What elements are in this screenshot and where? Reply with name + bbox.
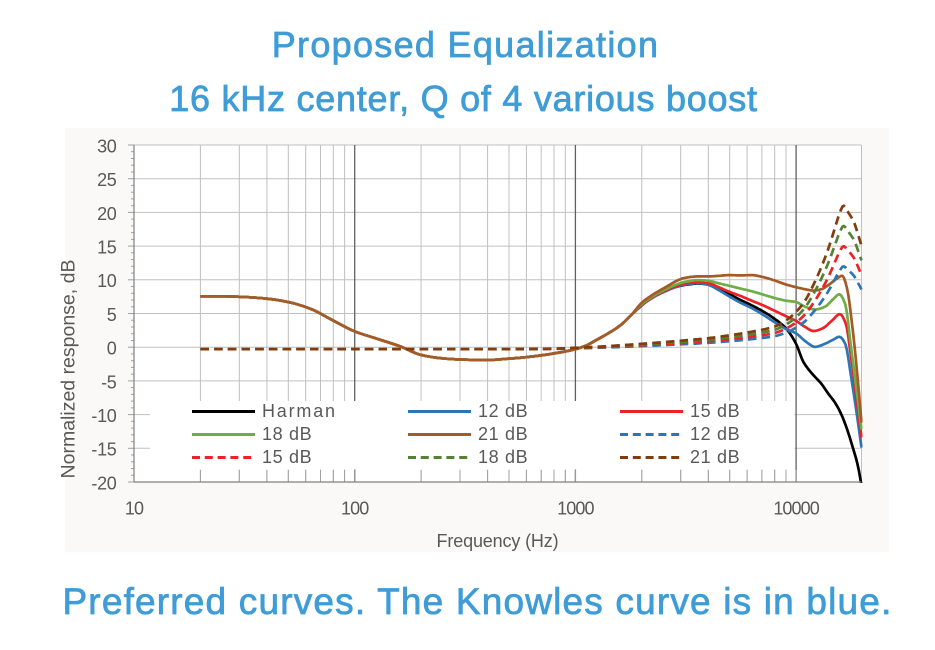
svg-text:0: 0 <box>107 339 117 359</box>
svg-text:15 dB: 15 dB <box>262 447 312 467</box>
svg-text:Normalized response, dB: Normalized response, dB <box>58 260 80 479</box>
svg-text:100: 100 <box>341 499 369 519</box>
svg-text:18 dB: 18 dB <box>478 447 528 467</box>
svg-text:30: 30 <box>97 136 117 156</box>
svg-text:1000: 1000 <box>557 499 594 519</box>
svg-text:21 dB: 21 dB <box>690 447 740 467</box>
svg-text:15 dB: 15 dB <box>690 401 740 421</box>
svg-text:Frequency (Hz): Frequency (Hz) <box>437 531 559 551</box>
svg-text:12 dB: 12 dB <box>690 424 740 444</box>
svg-text:5: 5 <box>107 305 117 325</box>
svg-text:-15: -15 <box>91 440 116 460</box>
svg-text:10: 10 <box>97 271 117 291</box>
svg-text:12 dB: 12 dB <box>478 401 528 421</box>
svg-text:-20: -20 <box>91 473 116 493</box>
svg-text:10000: 10000 <box>773 499 819 519</box>
svg-text:Harman: Harman <box>262 401 337 421</box>
svg-text:-5: -5 <box>101 372 117 392</box>
svg-text:20: 20 <box>97 204 117 224</box>
svg-text:10: 10 <box>125 499 144 519</box>
svg-text:-10: -10 <box>91 406 116 426</box>
svg-text:25: 25 <box>97 170 117 190</box>
svg-text:18 dB: 18 dB <box>262 424 312 444</box>
svg-text:21 dB: 21 dB <box>478 424 528 444</box>
svg-text:15: 15 <box>97 238 117 258</box>
